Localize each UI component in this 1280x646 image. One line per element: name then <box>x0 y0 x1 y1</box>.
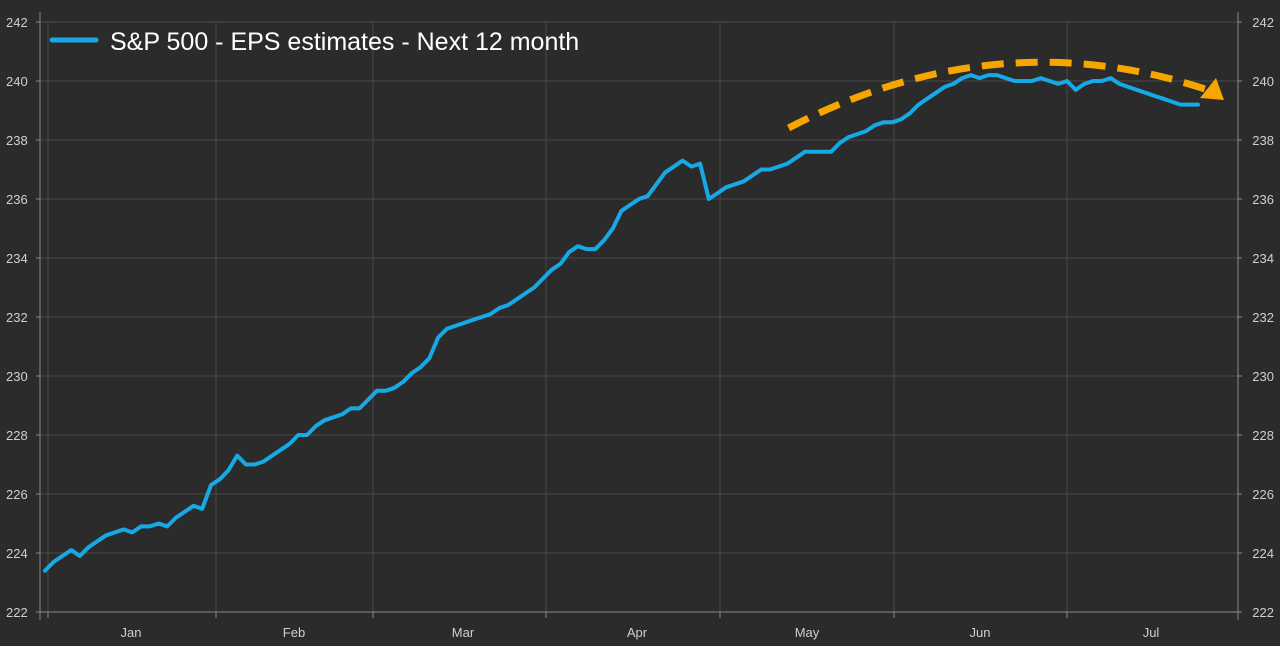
y-tick-label-right: 242 <box>1252 15 1274 30</box>
y-tick-label-right: 230 <box>1252 369 1274 384</box>
y-tick-label-left: 238 <box>6 133 28 148</box>
series-layer <box>43 73 1200 573</box>
x-tick-label: Apr <box>627 625 648 640</box>
x-tick-label: Jun <box>970 625 991 640</box>
legend: S&P 500 - EPS estimates - Next 12 month <box>49 28 579 56</box>
trend-arrow-head <box>1200 78 1224 100</box>
y-tick-label-right: 228 <box>1252 428 1274 443</box>
y-tick-label-right: 238 <box>1252 133 1274 148</box>
y-tick-label-left: 226 <box>6 487 28 502</box>
axis-layer: 222 222 224 224 226 226 228 228 230 230 232 232 234 2… <box>6 12 1274 640</box>
y-tick-label-left: 236 <box>6 192 28 207</box>
x-tick-label: Jan <box>121 625 142 640</box>
x-tick-label: Feb <box>283 625 305 640</box>
y-tick-label-left: 232 <box>6 310 28 325</box>
series-line-eps <box>43 73 1200 573</box>
y-tick-label-right: 236 <box>1252 192 1274 207</box>
y-tick-label-left: 230 <box>6 369 28 384</box>
y-tick-label-right: 226 <box>1252 487 1274 502</box>
y-tick-label-right: 222 <box>1252 605 1274 620</box>
legend-label: S&P 500 - EPS estimates - Next 12 month <box>110 28 579 56</box>
x-tick-label: May <box>795 625 820 640</box>
y-tick-label-right: 234 <box>1252 251 1274 266</box>
trend-arrow-path <box>786 58 1216 132</box>
x-tick-label: Mar <box>452 625 475 640</box>
y-tick-label-right: 232 <box>1252 310 1274 325</box>
x-tick-label: Jul <box>1143 625 1160 640</box>
y-tick-label-right: 224 <box>1252 546 1274 561</box>
y-tick-label-left: 242 <box>6 15 28 30</box>
y-tick-label-left: 224 <box>6 546 28 561</box>
y-tick-label-right: 240 <box>1252 74 1274 89</box>
y-tick-label-left: 240 <box>6 74 28 89</box>
y-tick-label-left: 234 <box>6 251 28 266</box>
y-tick-label-left: 222 <box>6 605 28 620</box>
grid-layer <box>40 21 1238 613</box>
y-tick-label-left: 228 <box>6 428 28 443</box>
annotation-layer <box>786 58 1224 132</box>
